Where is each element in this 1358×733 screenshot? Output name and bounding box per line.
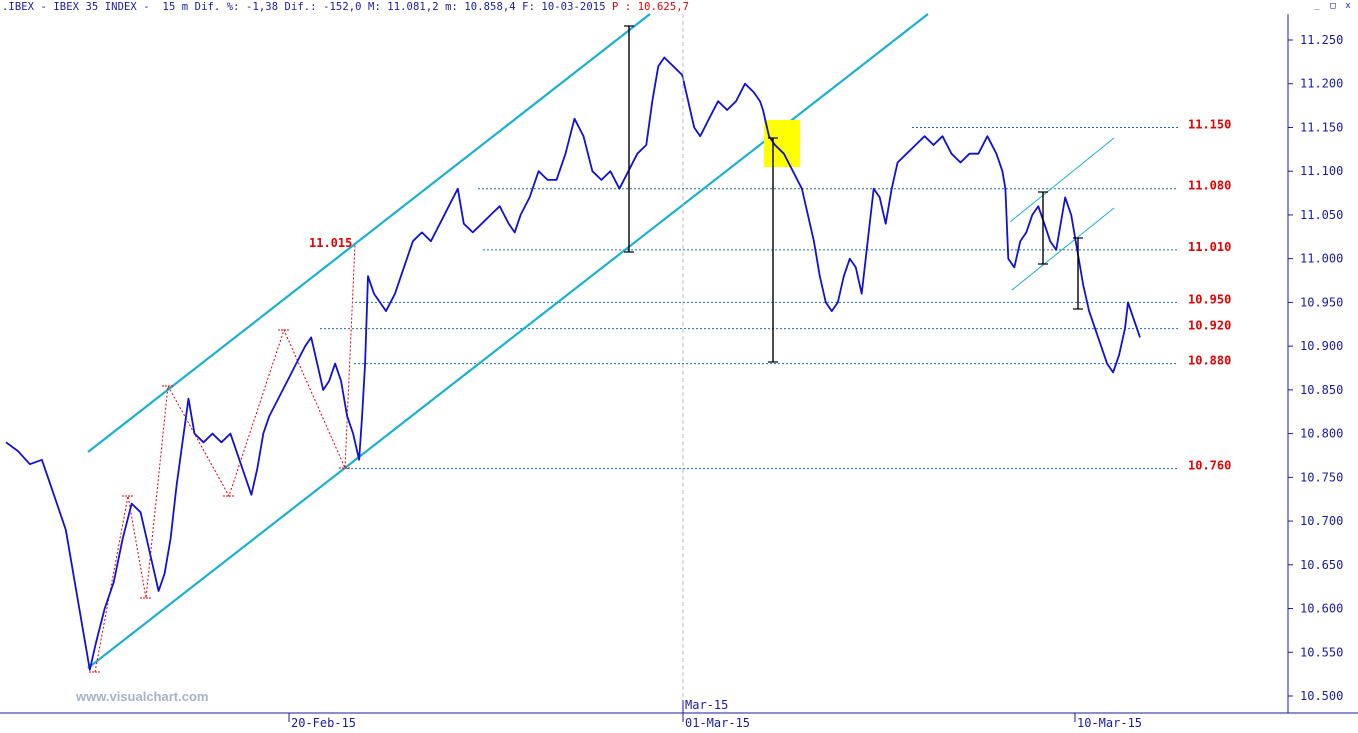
level-label: 10.920: [1188, 319, 1231, 333]
title-bar: .IBEX - IBEX 35 INDEX - 15 m Dif. %: -1,…: [0, 0, 1358, 14]
y-axis: 11.250 11.200 11.150 11.100 11.050 11.000 10.9…: [1287, 14, 1343, 713]
level-label: 10.880: [1188, 354, 1231, 368]
left-level-label: 11.015: [309, 236, 352, 250]
y-tick-label: 10.900: [1300, 339, 1343, 353]
channel-lower-line: [87, 13, 929, 669]
y-tick-label: 11.200: [1300, 77, 1343, 91]
support-resistance-lines: [320, 126, 1178, 470]
x-tick-label: 20-Feb-15: [291, 716, 356, 730]
chart-title: .IBEX - IBEX 35 INDEX - 15 m Dif. %: -1,…: [2, 1, 689, 13]
zigzag-pattern: [89, 243, 356, 673]
zigzag-line: [94, 243, 356, 673]
minimize-button[interactable]: _: [1314, 1, 1320, 11]
y-tick-label: 10.750: [1300, 470, 1343, 484]
y-tick-label: 10.500: [1300, 689, 1343, 703]
x-tick-label: 01-Mar-15: [685, 716, 750, 730]
y-tick-label: 11.250: [1300, 33, 1343, 47]
channel-upper-line: [87, 13, 651, 453]
y-tick-label: 10.550: [1300, 645, 1343, 659]
mini-channel-upper-line: [1009, 137, 1115, 223]
measurement-arrows: [624, 25, 1083, 363]
level-label: 10.760: [1188, 459, 1231, 473]
level-label: 11.010: [1188, 240, 1231, 254]
mini-channel-lower-line: [1011, 207, 1115, 291]
breakout-highlight: [764, 120, 800, 167]
y-tick-label: 11.050: [1300, 208, 1343, 222]
maximize-button[interactable]: □: [1330, 1, 1336, 11]
x-axis: 20-Feb-15 01-Mar-15 10-Mar-15 Mar-15: [0, 14, 1358, 730]
level-labels: 11.150 11.080 11.010 10.950 10.920 10.880 10.7…: [309, 117, 1231, 472]
y-tick-label: 11.000: [1300, 252, 1343, 266]
price-series-line: [5, 56, 1141, 671]
y-tick-label: 10.600: [1300, 602, 1343, 616]
y-tick-label: 11.100: [1300, 164, 1343, 178]
x-tick-label: 10-Mar-15: [1077, 716, 1142, 730]
y-tick-label: 10.700: [1300, 514, 1343, 528]
y-tick-label: 10.950: [1300, 295, 1343, 309]
y-tick-label: 10.800: [1300, 427, 1343, 441]
y-tick-label: 10.850: [1300, 383, 1343, 397]
title-symbol: .IBEX - IBEX 35 INDEX - 15 m Dif. %: -1,…: [2, 1, 606, 13]
month-marker-label: Mar-15: [685, 698, 728, 712]
title-price: P : 10.625,7: [612, 1, 690, 13]
trend-channel: [87, 13, 1115, 669]
watermark: www.visualchart.com: [76, 689, 209, 704]
close-button[interactable]: x: [1345, 1, 1351, 11]
level-label: 11.150: [1188, 117, 1231, 131]
y-tick-label: 11.150: [1300, 120, 1343, 134]
level-label: 11.080: [1188, 179, 1231, 193]
y-tick-label: 10.650: [1300, 558, 1343, 572]
level-label: 10.950: [1188, 292, 1231, 306]
